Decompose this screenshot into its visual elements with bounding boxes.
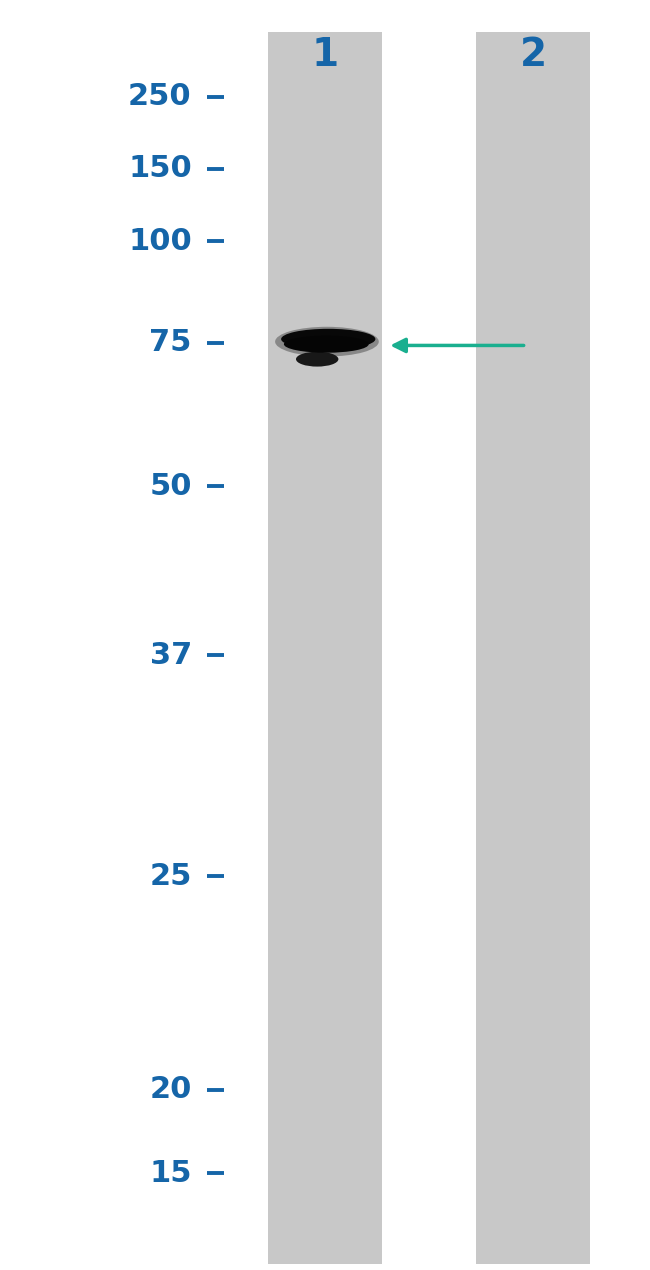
Ellipse shape bbox=[284, 335, 369, 353]
Ellipse shape bbox=[296, 352, 339, 367]
Ellipse shape bbox=[275, 326, 379, 357]
Text: 50: 50 bbox=[150, 472, 192, 500]
Text: 25: 25 bbox=[150, 862, 192, 890]
Ellipse shape bbox=[281, 329, 376, 349]
Text: 20: 20 bbox=[150, 1076, 192, 1104]
Text: 1: 1 bbox=[311, 36, 339, 74]
Text: 250: 250 bbox=[128, 83, 192, 110]
Text: 15: 15 bbox=[150, 1160, 192, 1187]
Bar bbox=[476, 32, 590, 1264]
Text: 100: 100 bbox=[128, 227, 192, 255]
Text: 150: 150 bbox=[128, 155, 192, 183]
Bar bbox=[268, 32, 382, 1264]
Text: 37: 37 bbox=[150, 641, 192, 669]
Text: 2: 2 bbox=[519, 36, 547, 74]
Text: 75: 75 bbox=[150, 329, 192, 357]
